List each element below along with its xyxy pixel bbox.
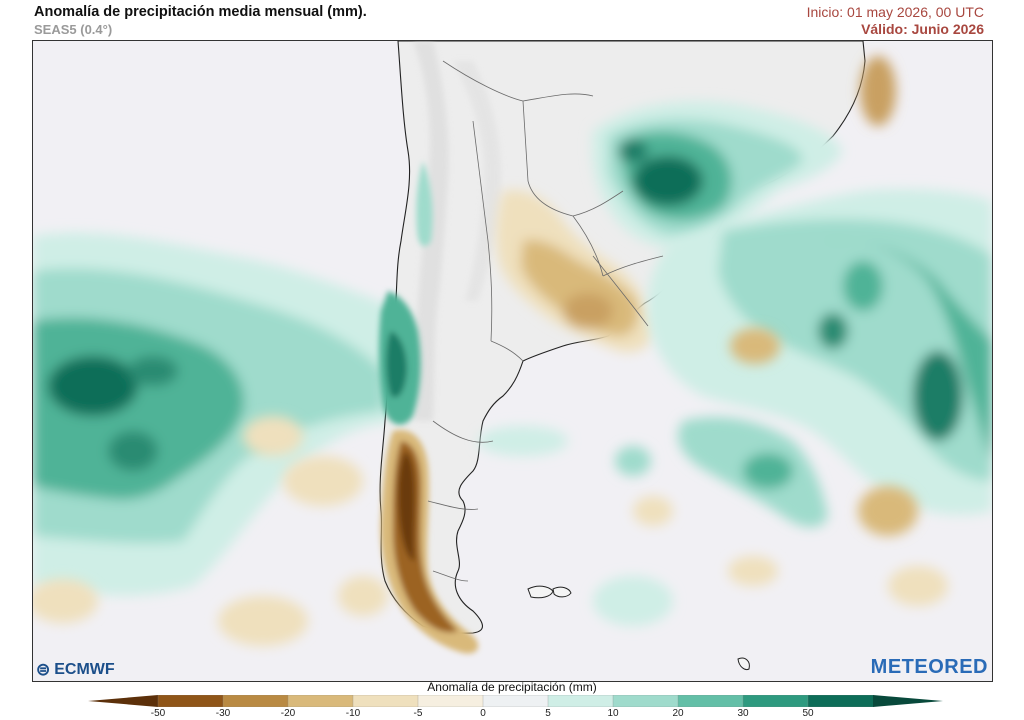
- country-borders: [427, 60, 664, 582]
- ecmwf-logo-text: ECMWF: [54, 661, 115, 678]
- colorbar-tick-label: 50: [802, 708, 814, 719]
- colorbar-segment: [677, 695, 744, 707]
- pacific-wet-anomaly: [33, 232, 413, 596]
- southern-brazil-wet-anomaly: [592, 101, 843, 251]
- colorbar-tick-label: 20: [672, 708, 684, 719]
- colorbar-tick-label: -30: [215, 708, 231, 719]
- ecmwf-logo-icon: ⊜: [36, 660, 51, 679]
- atlantic-wet-anomaly: [478, 189, 992, 626]
- colorbar-segment: [352, 695, 419, 707]
- south-georgia-island: [737, 657, 750, 670]
- ecmwf-logo: ⊜ ECMWF: [36, 660, 115, 680]
- colorbar-segment: [417, 695, 484, 707]
- colorbar-tick-label: 0: [480, 708, 486, 719]
- colorbar-segment: [547, 695, 614, 707]
- colorbar-tick-label: 10: [607, 708, 619, 719]
- colorbar-tick-label: -5: [413, 708, 423, 719]
- colorbar-ticks: -50 -30 -20 -10 -5 0 5 10 20 30 50: [0, 708, 1024, 720]
- colorbar-segment: [157, 695, 224, 707]
- central-chile-wet-anomaly: [378, 161, 433, 425]
- colorbar-segment: [807, 695, 874, 707]
- colorbar-segment: [482, 695, 549, 707]
- atlantic-dry-anomaly: [633, 56, 948, 606]
- colorbar-segment: [742, 695, 809, 707]
- colorbar-segment: [222, 695, 289, 707]
- valid-date-label: Válido: Junio 2026: [861, 21, 984, 37]
- pacific-dry-anomaly: [33, 416, 388, 646]
- patagonia-dry-anomaly: [380, 430, 479, 654]
- colorbar-tick-label: 5: [545, 708, 551, 719]
- colorbar-tick-label: -10: [345, 708, 361, 719]
- model-subtitle: SEAS5 (0.4°): [34, 22, 113, 37]
- init-date-label: Inicio: 01 may 2026, 00 UTC: [806, 4, 984, 20]
- colorbar-tick-label: -50: [150, 708, 166, 719]
- colorbar-extend-low: [88, 695, 158, 707]
- colorbar: [88, 695, 943, 707]
- uruguay-dry-anomaly: [496, 190, 654, 353]
- colorbar-title: Anomalía de precipitación (mm): [427, 680, 597, 694]
- colorbar-extend-high: [873, 695, 943, 707]
- map-title: Anomalía de precipitación media mensual …: [34, 4, 367, 20]
- precipitation-anomaly-map[interactable]: [32, 40, 993, 682]
- colorbar-tick-label: 30: [737, 708, 749, 719]
- colorbar-tick-label: -20: [280, 708, 296, 719]
- falkland-islands: [527, 585, 572, 599]
- colorbar-segment: [287, 695, 354, 707]
- colorbar-segment: [612, 695, 679, 707]
- meteored-logo: METEORED: [870, 656, 988, 678]
